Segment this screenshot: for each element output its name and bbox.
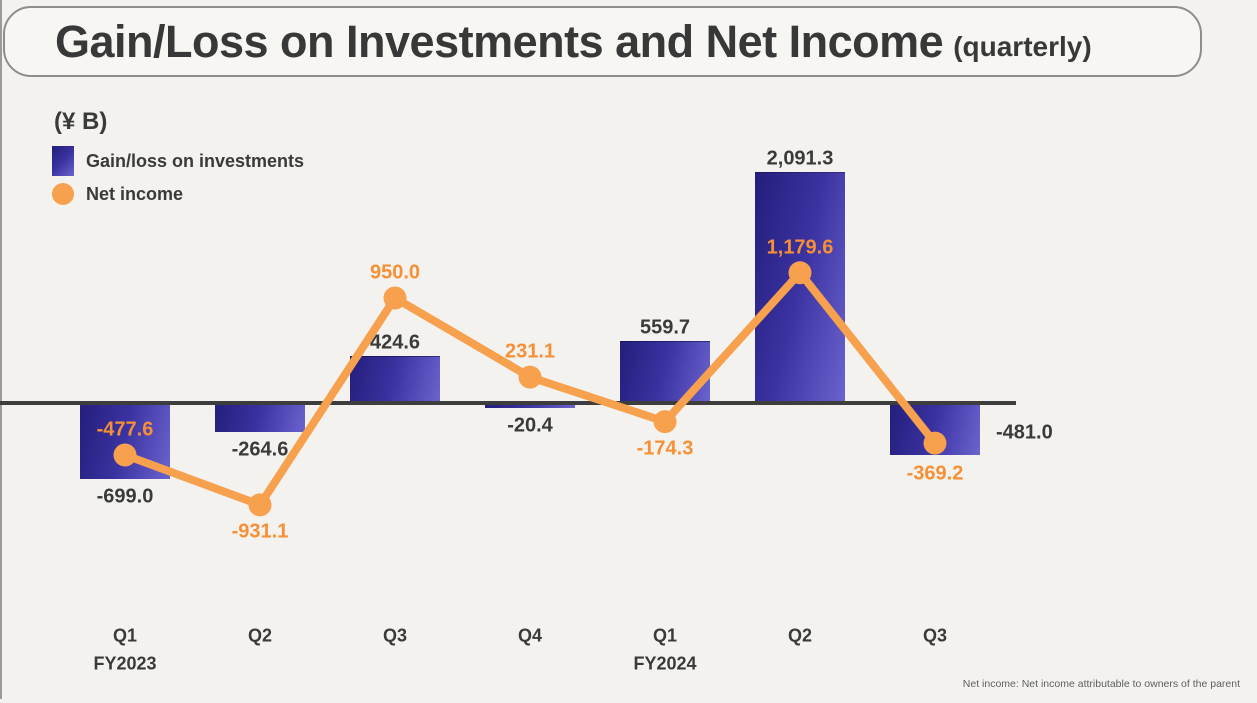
units-label: (¥ B): [54, 108, 108, 135]
net-income-label-fy2024-q1: -174.3: [636, 437, 694, 460]
bar-value-label-fy2023-q2: -264.6: [231, 438, 289, 461]
zero-axis-line: [0, 401, 1016, 405]
x-label-fy2023-q4: Q4: [517, 625, 543, 646]
slide-title-box: Gain/Loss on Investments and Net Income …: [3, 6, 1202, 77]
legend-label: Gain/loss on investments: [86, 150, 305, 171]
bar-fy2023-q2: [215, 402, 305, 432]
x-label-fy2023-q3: Q3: [382, 625, 408, 646]
bar-value-label-fy2024-q1: 559.7: [639, 316, 691, 339]
bar-value-label-fy2023-q1: -699.0: [96, 485, 154, 508]
page-title: Gain/Loss on Investments and Net Income: [55, 15, 944, 67]
circle-swatch-icon: [52, 183, 74, 205]
x-label-fy2023-q2: Q2: [247, 625, 273, 646]
bar-fy2024-q3: [890, 402, 980, 456]
line-marker-fy2024-q1: [653, 410, 677, 434]
x-label-fy2023-q1: Q1: [112, 625, 138, 646]
line-marker-fy2023-q2: [248, 493, 272, 517]
bar-fy2023-q3: [350, 355, 440, 403]
fy-label-fy2024: FY2024: [633, 653, 697, 674]
line-marker-fy2023-q4: [518, 365, 542, 389]
net-income-label-fy2023-q3: 950.0: [369, 261, 421, 284]
bar-fy2024-q1: [620, 340, 710, 403]
x-label-fy2024-q1: Q1: [652, 625, 678, 646]
fy-label-fy2023: FY2023: [93, 653, 157, 674]
net-income-label-fy2023-q1: -477.6: [96, 418, 154, 441]
legend-item-gain-loss: Gain/loss on investments: [52, 146, 304, 176]
legend-label: Net income: [86, 183, 184, 204]
legend: Gain/loss on investments Net income: [52, 146, 304, 212]
legend-item-net-income: Net income: [52, 183, 304, 205]
bar-value-label-fy2024-q2: 2,091.3: [766, 147, 834, 170]
net-income-label-fy2023-q4: 231.1: [504, 340, 556, 363]
bar-value-label-fy2023-q3: 424.6: [369, 331, 421, 354]
bar-fy2024-q2: [755, 172, 845, 403]
footnote: Net income: Net income attributable to o…: [962, 678, 1240, 690]
net-income-label-fy2024-q3: -369.2: [906, 462, 964, 485]
bar-value-label-fy2024-q3: -481.0: [996, 421, 1053, 444]
bar-value-label-fy2023-q4: -20.4: [507, 414, 553, 436]
slide-left-border: [0, 0, 2, 699]
net-income-label-fy2024-q2: 1,179.6: [766, 236, 834, 259]
line-marker-fy2023-q3: [383, 286, 407, 310]
x-label-fy2024-q2: Q2: [787, 625, 813, 646]
page-title-suffix: (quarterly): [953, 30, 1092, 62]
net-income-label-fy2023-q2: -931.1: [231, 520, 289, 543]
x-label-fy2024-q3: Q3: [922, 625, 948, 646]
bar-swatch-icon: [52, 146, 74, 176]
